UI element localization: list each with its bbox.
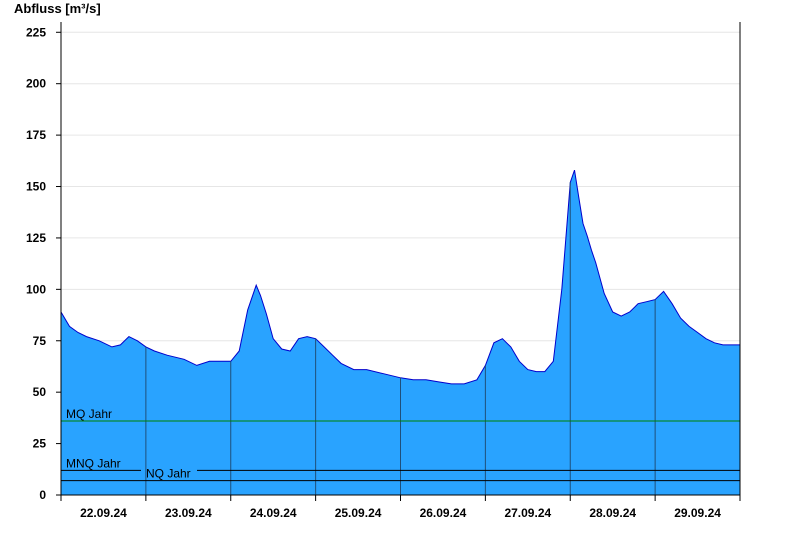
ref-line-label: MQ Jahr xyxy=(66,407,112,421)
y-tick-label: 125 xyxy=(26,231,46,245)
y-tick-label: 0 xyxy=(39,488,46,502)
x-tick-label: 23.09.24 xyxy=(165,506,212,520)
y-tick-label: 225 xyxy=(26,25,46,39)
y-tick-label: 200 xyxy=(26,77,46,91)
reference-lines: MQ Jahr MNQ Jahr NQ Jahr xyxy=(61,407,740,482)
ref-line-label: MNQ Jahr xyxy=(66,456,121,470)
x-tick-label: 28.09.24 xyxy=(589,506,636,520)
axes: 0 25 50 75 100 125 150 175 200 225 22.09.24 23.09.2… xyxy=(26,22,741,520)
y-tick-label: 175 xyxy=(26,128,46,142)
y-tick-label: 150 xyxy=(26,180,46,194)
ref-line-label: NQ Jahr xyxy=(146,467,191,481)
x-tick-label: 27.09.24 xyxy=(504,506,551,520)
x-tick-label: 25.09.24 xyxy=(335,506,382,520)
y-tick-label: 50 xyxy=(33,385,47,399)
y-tick-label: 100 xyxy=(26,282,46,296)
discharge-line xyxy=(60,169,740,385)
x-tick-label: 29.09.24 xyxy=(674,506,721,520)
y-tick-label: 75 xyxy=(33,334,47,348)
x-tick-label: 24.09.24 xyxy=(250,506,297,520)
x-tick-label: 26.09.24 xyxy=(420,506,467,520)
x-tick-label: 22.09.24 xyxy=(80,506,127,520)
y-tick-label: 25 xyxy=(33,437,47,451)
y-axis-label: Abfluss [m³/s] xyxy=(14,1,101,16)
